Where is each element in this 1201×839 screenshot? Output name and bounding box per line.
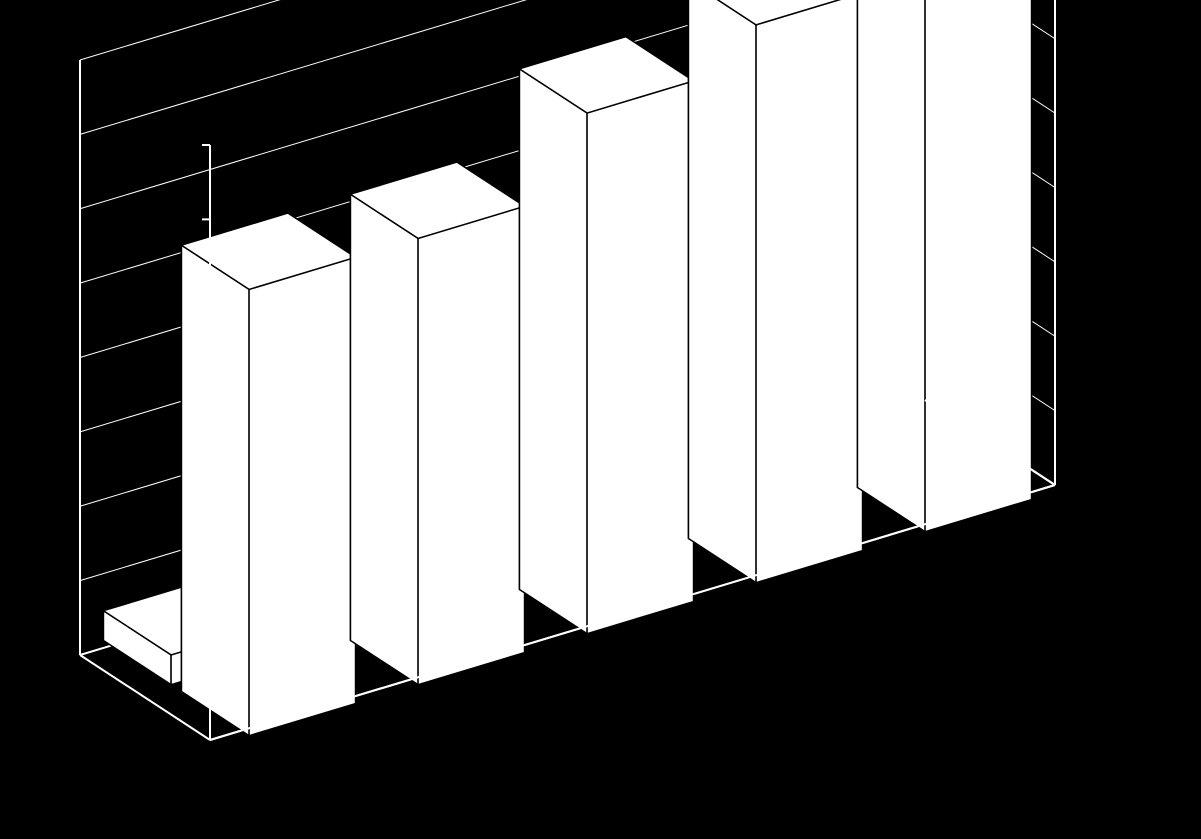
bar-front-face: [587, 81, 693, 634]
bar-front-face: [418, 206, 524, 684]
bar-front-face: [925, 0, 1031, 532]
bar-r0-x2: [519, 37, 693, 634]
bar-front-face: [756, 0, 862, 583]
bar-r0-x0: [181, 213, 355, 736]
bar3d-chart: [0, 0, 1201, 839]
bar-r0-x3: [688, 0, 862, 583]
bar-front-face: [249, 257, 355, 735]
bar-r0-x1: [350, 162, 524, 685]
